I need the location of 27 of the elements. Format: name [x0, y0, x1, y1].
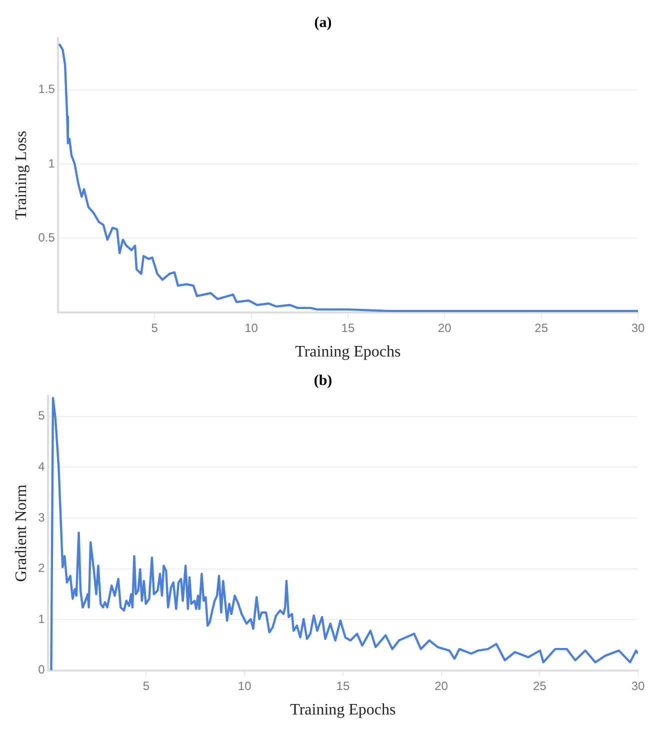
x-tick-label: 15 — [336, 678, 350, 693]
chart-title: (a) — [314, 14, 332, 31]
y-tick-label: 5 — [38, 408, 46, 423]
x-tick-label: 10 — [244, 320, 258, 335]
y-axis-title: Training Loss — [12, 130, 30, 220]
y-tick-label: 3 — [38, 510, 46, 524]
x-axis-title: Training Epochs — [290, 702, 396, 719]
x-tick-label: 30 — [631, 678, 645, 693]
y-tick-label: 1 — [48, 156, 56, 170]
y-tick-label: 0 — [38, 662, 46, 677]
y-tick-label: 1 — [38, 612, 46, 626]
x-tick-label: 5 — [142, 678, 150, 693]
x-tick-label: 15 — [341, 320, 355, 335]
chart-title: (b) — [314, 372, 332, 389]
x-tick-label: 10 — [238, 678, 252, 693]
y-tick-label: 0.5 — [38, 230, 56, 245]
x-tick-label: 25 — [534, 320, 548, 335]
x-tick-label: 25 — [532, 678, 547, 693]
x-tick-label: 20 — [438, 320, 452, 335]
y-tick-label: 1.5 — [38, 82, 56, 96]
y-tick-label: 4 — [38, 459, 46, 474]
x-tick-label: 20 — [434, 678, 448, 693]
x-axis-title: Training Epochs — [295, 344, 401, 361]
x-tick-label: 5 — [151, 320, 158, 335]
y-axis-title: Gradient Norm — [12, 484, 30, 582]
x-tick-label: 30 — [631, 320, 645, 335]
y-tick-label: 2 — [38, 561, 46, 576]
